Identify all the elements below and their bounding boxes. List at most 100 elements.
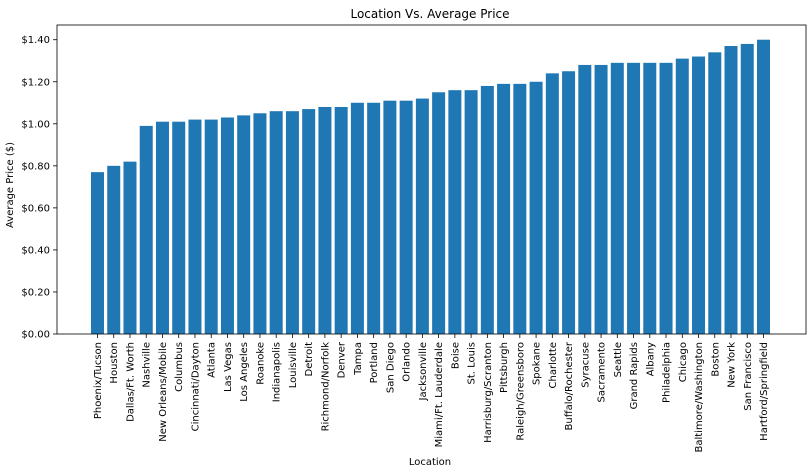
y-tick-label: $0.60 [21,203,50,214]
plot-frame [56,24,807,335]
x-tick-label: Albany [645,342,656,376]
bar [350,102,364,334]
bar [253,113,267,335]
x-tick-label: Denver [337,341,348,378]
x-tick-label: Portland [369,342,380,383]
y-axis: $0.00 $0.20 $0.40 $0.60 $0.80 $1.00 $1.20 $1.40 [21,35,57,341]
bar [269,111,283,334]
x-tick-label: Houston [109,342,120,384]
bar [757,39,770,334]
bar [659,62,673,335]
bar [708,52,722,334]
x-tick-label: Los Angeles [239,342,250,402]
x-tick-label: San Francisco [743,342,754,411]
bar [513,83,527,334]
bar [675,58,689,334]
bar [497,83,511,334]
bar [724,46,738,334]
bar [188,119,202,335]
x-tick-label: Louisville [288,342,299,388]
x-axis-label: Location [409,457,451,468]
bar [594,64,608,334]
y-tick-label: $0.40 [21,245,50,256]
x-tick-label: Sacramento [597,342,608,402]
bar [302,109,316,334]
bar [172,121,186,334]
x-tick-label: Charlotte [548,342,559,388]
bar [529,81,543,335]
y-tick-label: $1.00 [21,119,50,130]
y-tick-label: $0.00 [21,330,50,341]
x-tick-label: Nashville [142,342,153,388]
bar [464,90,478,334]
x-tick-label: Boston [710,342,721,377]
bar [578,64,592,334]
x-tick-label: Baltimore/Washington [694,342,705,453]
bar [139,125,153,335]
bar [318,106,332,335]
bar [432,92,446,334]
bar [123,161,137,334]
bar [610,62,624,335]
bars-group [91,39,770,335]
bar [740,43,754,334]
x-tick-label: Columbus [174,342,185,392]
y-axis-label: Average Price ($) [5,142,16,228]
x-tick-label: Orlando [402,342,413,382]
x-tick-label: Seattle [613,342,624,377]
x-tick-label: Dallas/Ft. Worth [125,342,136,422]
x-tick-label: Las Vegas [223,342,234,392]
x-tick-label: New York [727,342,738,388]
x-tick-label: Raleigh/Greensboro [515,342,526,441]
bar [155,121,169,334]
x-tick-label: Phoenix/Tucson [93,342,104,419]
y-tick-label: $0.80 [21,161,50,172]
bar [448,90,462,334]
y-tick-label: $1.20 [21,77,50,88]
x-tick-label: New Orleans/Mobile [158,342,169,442]
x-tick-label: Syracuse [580,342,591,388]
bar [383,100,397,335]
x-tick-label: Cincinnati/Dayton [190,342,201,431]
bar [285,111,299,334]
x-tick-label: Boise [450,342,461,369]
bar [692,56,706,335]
bar [545,73,559,335]
bar [334,106,348,335]
chart-title: Location Vs. Average Price [350,7,509,21]
x-tick-label: Jacksonville [418,342,429,401]
x-tick-label: St. Louis [467,342,478,384]
x-tick-label: Miami/Ft. Lauderdale [434,342,445,447]
bar [562,71,576,334]
x-tick-label: Hartford/Springfield [759,342,770,441]
x-tick-label: San Diego [385,342,396,393]
y-tick-label: $0.20 [21,287,50,298]
x-tick-label: Philadelphia [662,342,673,403]
x-axis: Phoenix/Tucson Houston Dallas/Ft. Worth Nas… [93,334,770,453]
x-tick-label: Indianapolis [272,342,283,402]
bar [399,100,413,335]
x-tick-label: Grand Rapids [629,342,640,409]
bar [643,62,657,335]
x-tick-label: Pittsburgh [499,342,510,393]
x-tick-label: Tampa [353,342,364,376]
x-tick-label: Detroit [304,342,315,377]
bar [204,119,218,335]
bar [367,102,381,334]
bar [220,117,234,334]
x-tick-label: Buffalo/Rochester [564,341,575,430]
bar [415,98,429,334]
x-tick-label: Chicago [678,342,689,382]
bar [480,85,494,334]
x-tick-label: Spokane [532,342,543,385]
bar [107,165,121,334]
x-tick-label: Richmond/Norfolk [320,342,331,432]
x-tick-label: Roanoke [255,342,266,385]
x-tick-label: Harrisburg/Scranton [483,342,494,443]
y-tick-label: $1.40 [21,35,50,46]
bar [91,172,104,334]
bar [237,115,251,334]
bar [627,62,641,335]
